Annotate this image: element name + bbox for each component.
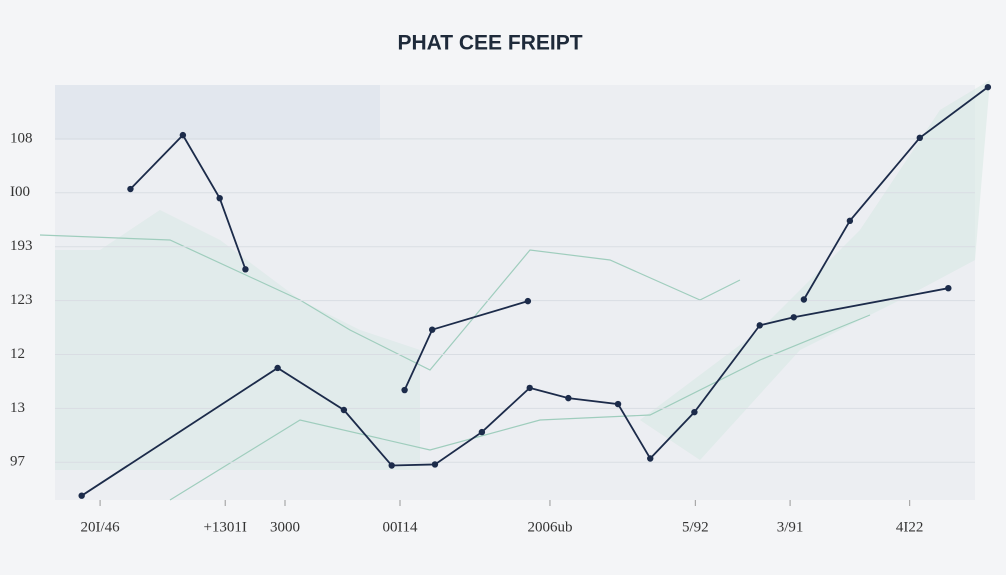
decoration <box>640 80 990 460</box>
x-tick-label: +1301I <box>203 519 246 535</box>
y-tick-label: 97 <box>10 454 26 470</box>
point <box>984 83 992 91</box>
point <box>478 428 486 436</box>
point <box>756 322 763 329</box>
point <box>388 462 395 469</box>
point <box>274 364 281 372</box>
point <box>614 400 622 408</box>
point <box>78 492 85 499</box>
point <box>242 266 249 273</box>
decoration <box>39 234 741 371</box>
point <box>127 185 134 193</box>
y-tick-label: 108 <box>10 130 33 146</box>
point <box>524 297 532 305</box>
y-tick-label: 123 <box>10 292 33 308</box>
decoration <box>169 314 871 501</box>
point <box>945 284 952 292</box>
y-tick-label: I00 <box>10 184 30 200</box>
y-tick-label: 13 <box>10 400 25 416</box>
plot-band <box>55 85 380 140</box>
point <box>790 314 797 321</box>
y-tick-label: 193 <box>10 238 33 254</box>
x-tick-label: 4I22 <box>896 519 924 535</box>
x-tick-label: 00I14 <box>383 519 418 535</box>
point <box>179 131 187 139</box>
point <box>401 386 408 394</box>
point <box>647 455 654 462</box>
point <box>429 326 436 333</box>
x-tick-label: 3/91 <box>777 519 804 535</box>
point <box>916 134 923 142</box>
point <box>216 194 223 202</box>
point <box>800 296 808 303</box>
point <box>340 406 348 414</box>
y-tick-label: 12 <box>10 346 25 362</box>
point <box>691 408 698 416</box>
x-tick-label: 2006ub <box>527 519 572 535</box>
x-tick-label: 3000 <box>270 519 300 535</box>
decoration <box>55 210 420 470</box>
point <box>846 217 854 225</box>
point <box>526 384 533 392</box>
line <box>81 287 949 497</box>
x-tick-label: 5/92 <box>682 519 709 535</box>
point <box>431 461 439 468</box>
x-tick-label: 20I/46 <box>80 519 120 535</box>
chart-title: PHAT CEE FREIPT <box>397 32 582 55</box>
point <box>565 394 572 402</box>
